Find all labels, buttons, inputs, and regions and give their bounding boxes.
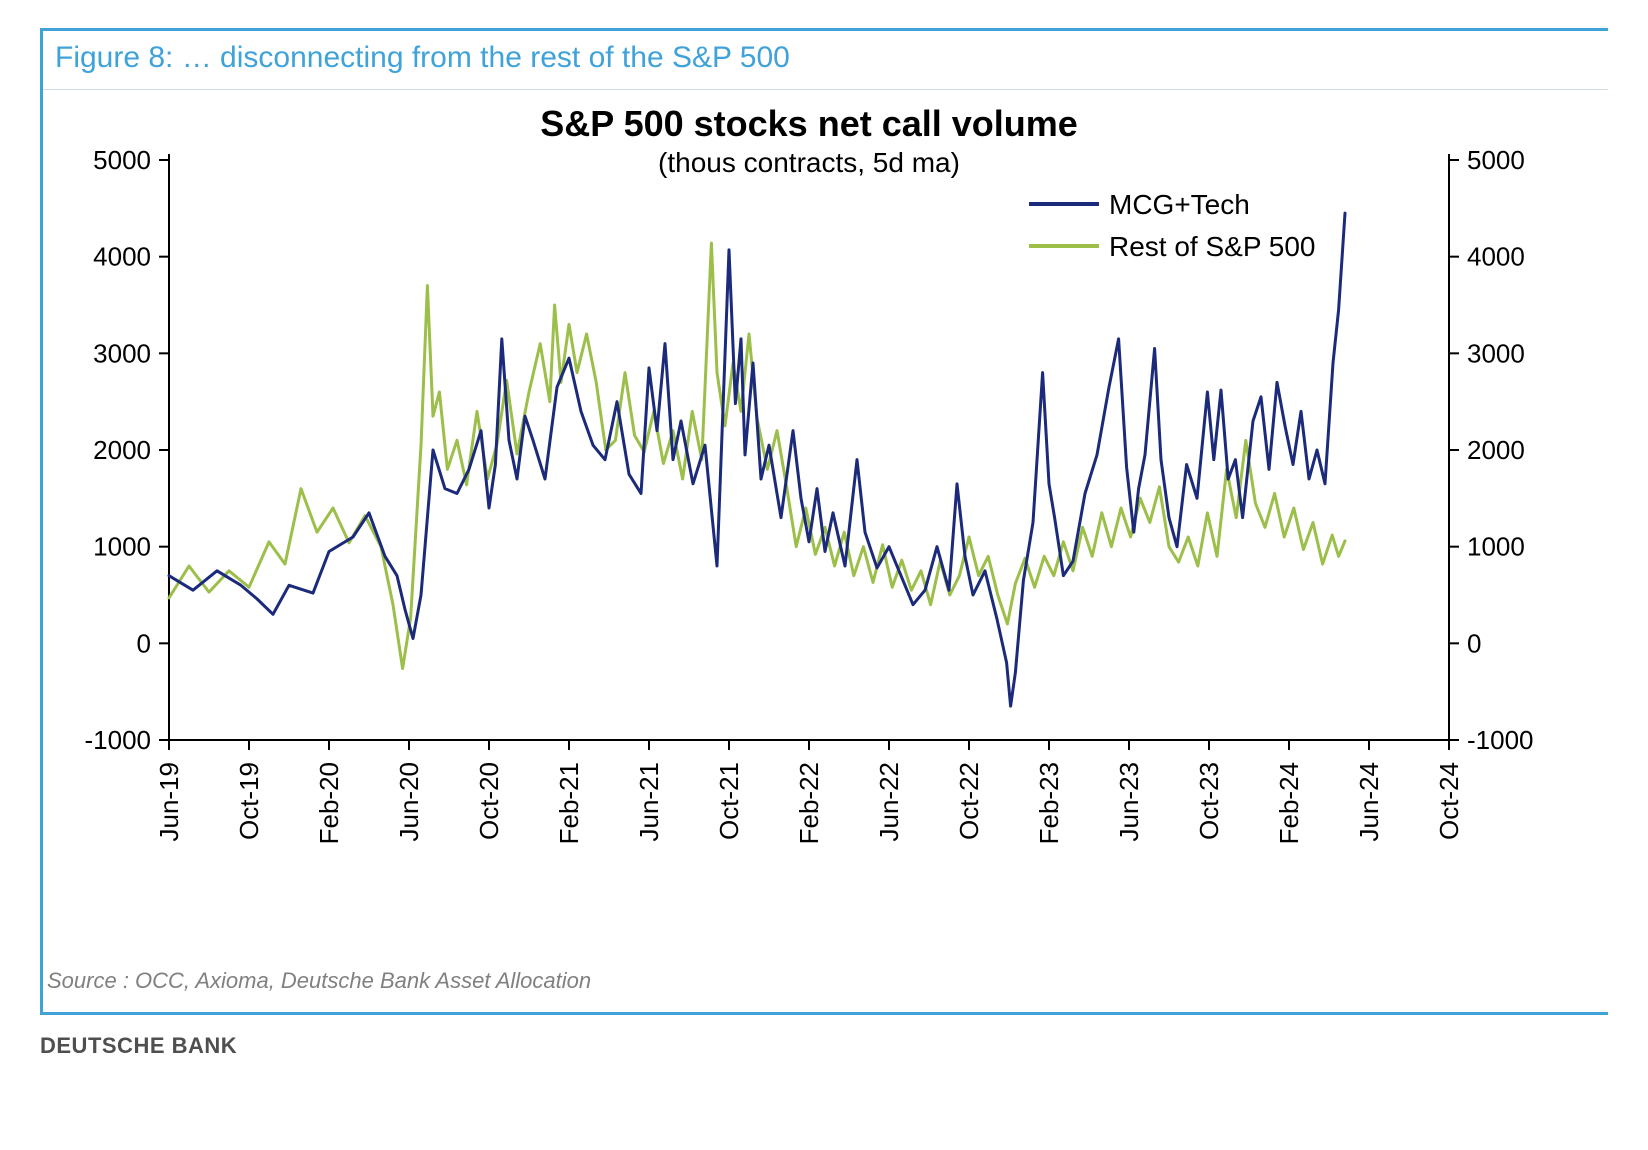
- x-tick-label: Feb-21: [554, 762, 584, 844]
- x-tick-label: Jun-24: [1354, 762, 1384, 842]
- y-tick-left: 4000: [93, 242, 151, 272]
- legend-label: MCG+Tech: [1109, 189, 1250, 220]
- y-tick-left: -1000: [85, 725, 152, 755]
- figure-title: Figure 8: … disconnecting from the rest …: [43, 31, 1608, 90]
- chart-subtitle: (thous contracts, 5d ma): [658, 147, 960, 178]
- source-caption: Source : OCC, Axioma, Deutsche Bank Asse…: [43, 960, 1608, 998]
- line-chart: S&P 500 stocks net call volume(thous con…: [49, 100, 1569, 960]
- y-tick-right: 2000: [1467, 435, 1525, 465]
- x-tick-label: Oct-23: [1194, 762, 1224, 840]
- y-tick-left: 5000: [93, 145, 151, 175]
- y-tick-right: 0: [1467, 628, 1481, 658]
- x-tick-label: Jun-22: [874, 762, 904, 842]
- credit-label: DEUTSCHE BANK: [40, 1033, 1608, 1059]
- x-tick-label: Feb-20: [314, 762, 344, 844]
- y-tick-right: 5000: [1467, 145, 1525, 175]
- x-tick-label: Oct-22: [954, 762, 984, 840]
- y-tick-right: -1000: [1467, 725, 1534, 755]
- x-tick-label: Oct-20: [474, 762, 504, 840]
- x-tick-label: Jun-21: [634, 762, 664, 842]
- x-tick-label: Feb-22: [794, 762, 824, 844]
- x-tick-label: Oct-19: [234, 762, 264, 840]
- x-tick-label: Feb-24: [1274, 762, 1304, 844]
- legend-label: Rest of S&P 500: [1109, 231, 1316, 262]
- y-tick-left: 2000: [93, 435, 151, 465]
- series-rest-of-s-p-500: [169, 243, 1345, 668]
- y-tick-right: 1000: [1467, 532, 1525, 562]
- y-tick-left: 1000: [93, 532, 151, 562]
- figure-frame: Figure 8: … disconnecting from the rest …: [40, 28, 1608, 1015]
- x-tick-label: Feb-23: [1034, 762, 1064, 844]
- series-mcg-tech: [169, 213, 1345, 706]
- y-tick-right: 4000: [1467, 242, 1525, 272]
- x-tick-label: Oct-21: [714, 762, 744, 840]
- x-tick-label: Jun-23: [1114, 762, 1144, 842]
- y-tick-left: 0: [137, 628, 151, 658]
- chart-area: S&P 500 stocks net call volume(thous con…: [43, 100, 1608, 960]
- chart-title: S&P 500 stocks net call volume: [540, 103, 1078, 144]
- x-tick-label: Jun-20: [394, 762, 424, 842]
- x-tick-label: Oct-24: [1434, 762, 1464, 840]
- y-tick-left: 3000: [93, 338, 151, 368]
- y-tick-right: 3000: [1467, 338, 1525, 368]
- x-tick-label: Jun-19: [154, 762, 184, 842]
